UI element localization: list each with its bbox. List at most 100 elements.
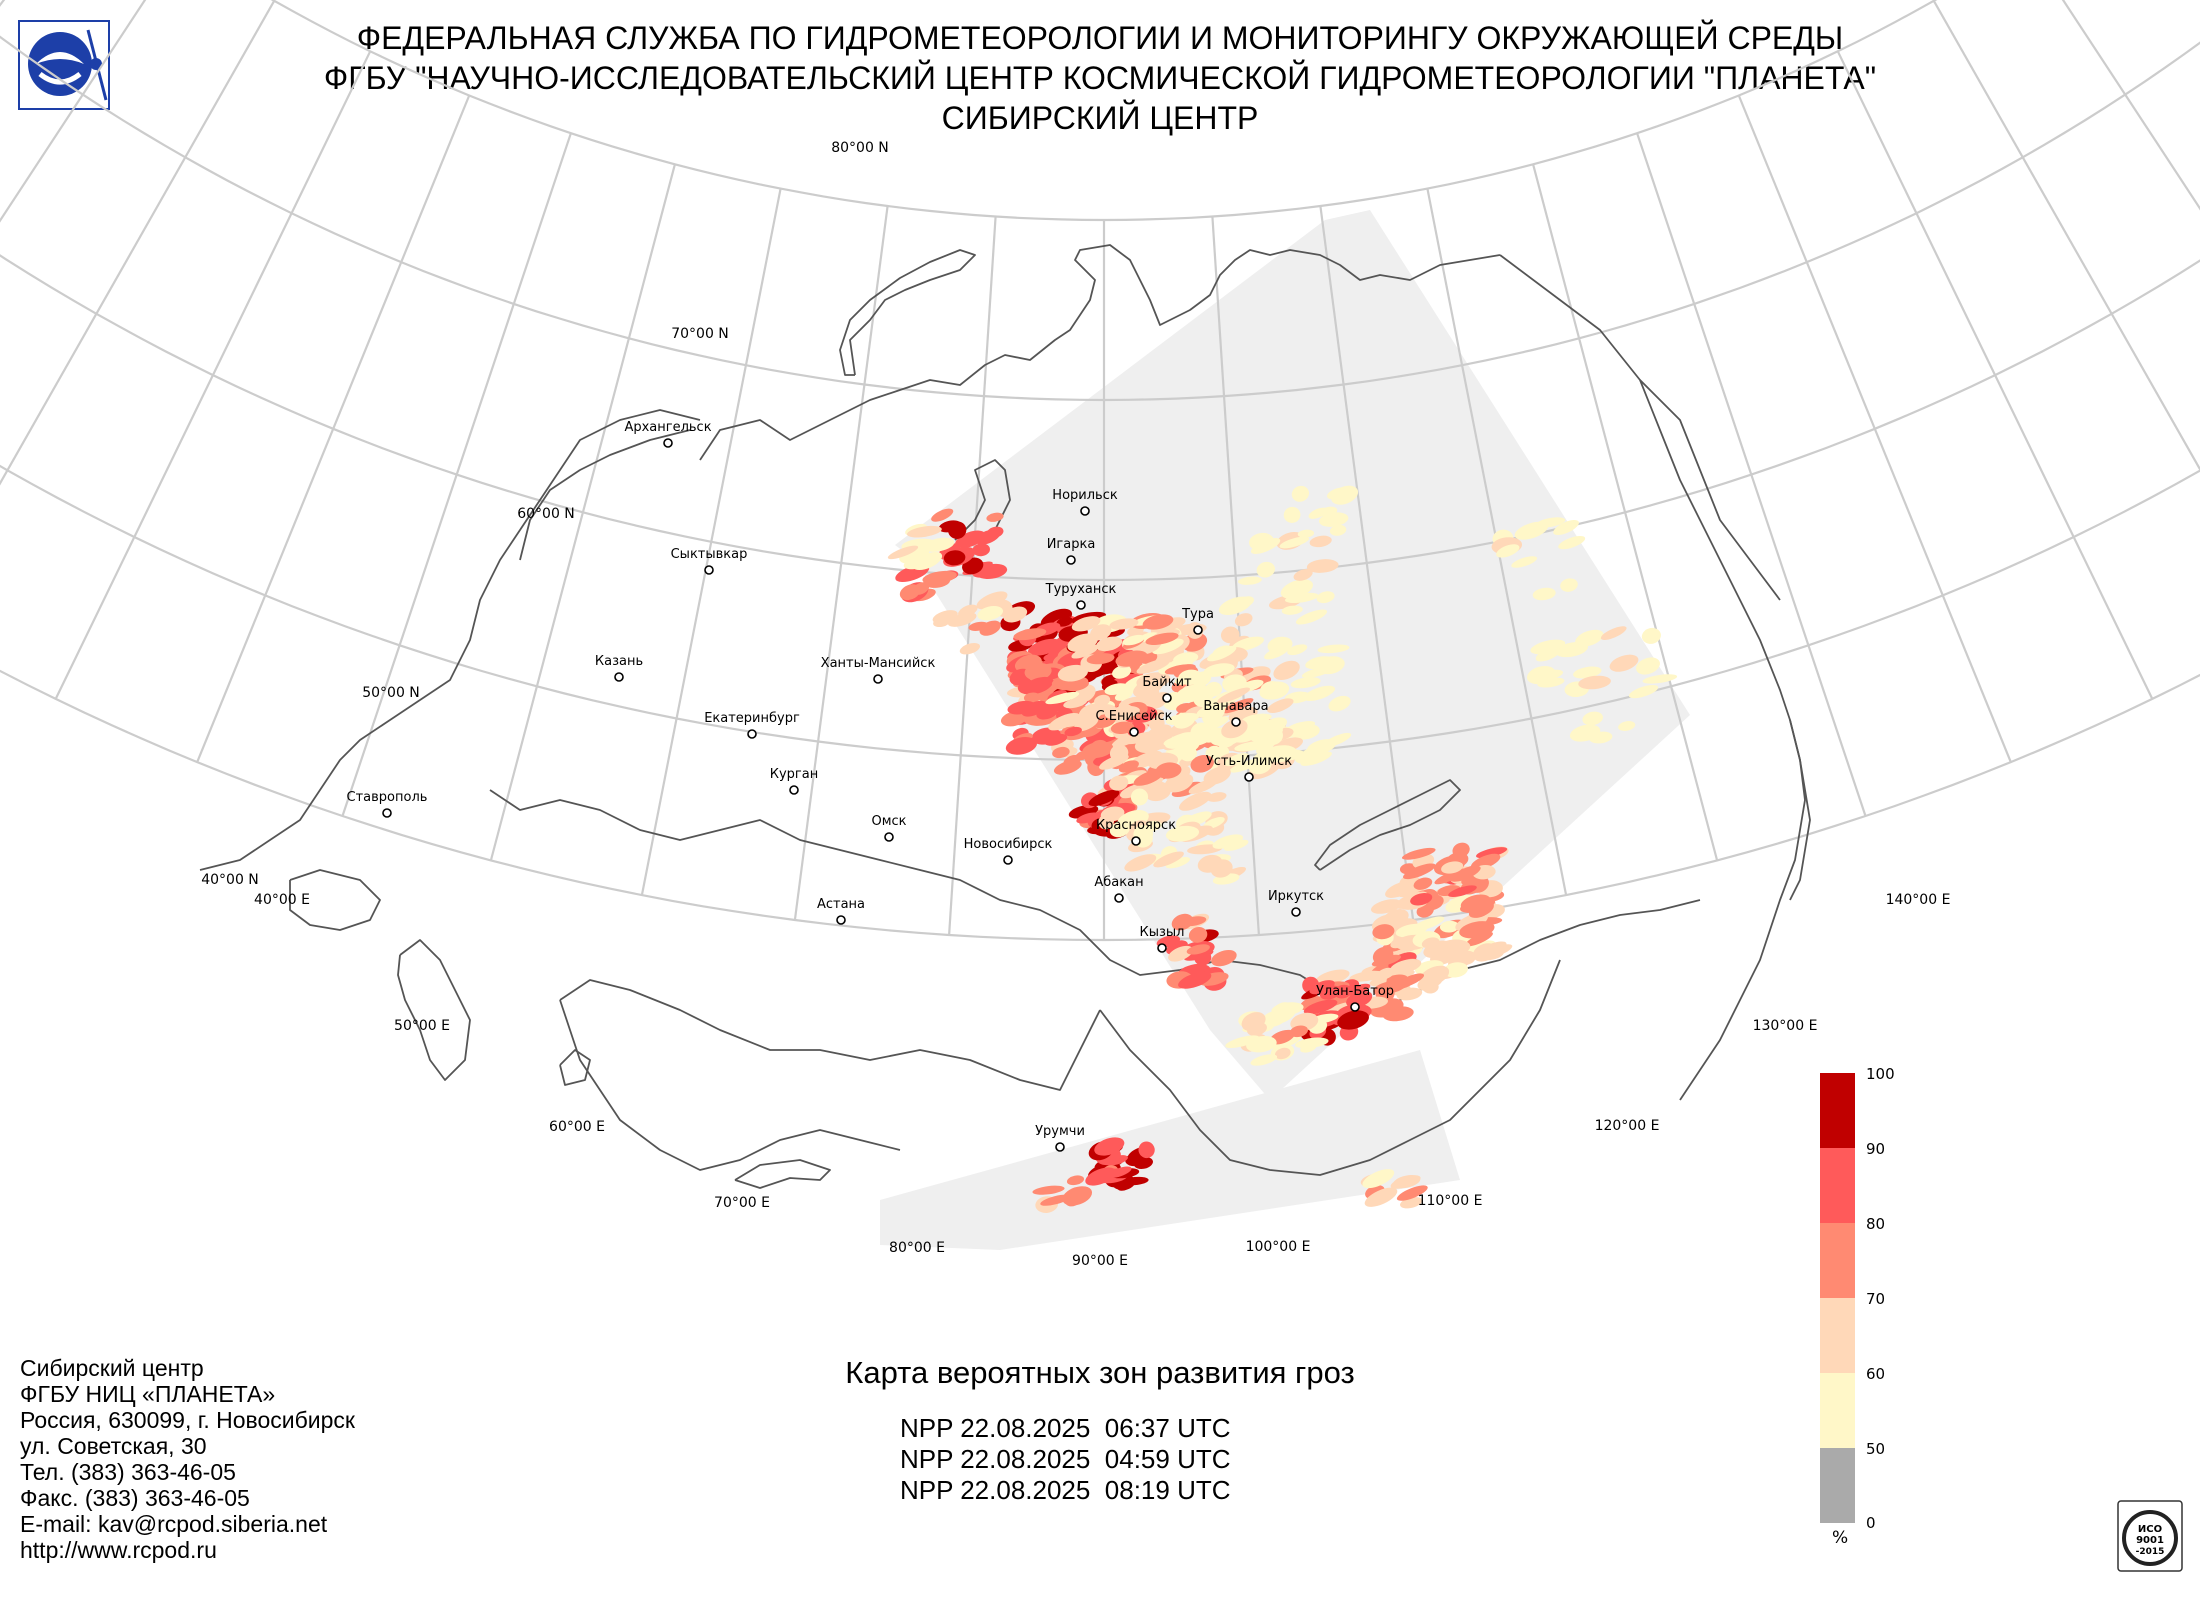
storm-cell [1088, 789, 1120, 807]
website-link[interactable]: http://www.rcpod.ru [20, 1537, 217, 1563]
storm-cell [1274, 1047, 1291, 1060]
meridian-120 [1737, 95, 2012, 763]
storm-cell [1396, 987, 1423, 1001]
storm-cell [1119, 784, 1146, 799]
storm-cell [1031, 727, 1061, 745]
storm-cell [1443, 962, 1469, 978]
coast-line-13 [559, 1049, 591, 1086]
pass-line: NPP 22.08.2025 06:37 UTC [900, 1413, 1231, 1443]
coast-line-1 [839, 249, 976, 376]
storm-cell [1040, 1194, 1071, 1206]
iso-text-2: 9001 [2136, 1535, 2164, 1546]
storm-cell [1186, 944, 1210, 955]
storm-cell [1390, 958, 1422, 974]
storm-cell [1145, 785, 1171, 802]
storm-cell [1222, 674, 1247, 693]
storm-cell [1231, 636, 1265, 652]
lat-label: 70°00 N [671, 326, 729, 342]
parallel-80 [270, 0, 1938, 222]
colorbar-tick: 70 [1866, 1290, 1886, 1308]
storm-cell [1095, 636, 1123, 652]
storm-cell [947, 612, 977, 627]
storm-cell [1203, 766, 1231, 785]
storm-cell [1600, 626, 1627, 640]
city-marker [1066, 555, 1076, 565]
city-label: Урумчи [1035, 1124, 1085, 1139]
storm-cell [1155, 762, 1182, 779]
storm-cell [1582, 711, 1603, 726]
storm-cell [1222, 698, 1254, 714]
header-line-1: ФЕДЕРАЛЬНАЯ СЛУЖБА ПО ГИДРОМЕТЕОРОЛОГИИ … [356, 20, 1844, 56]
coast-line-5 [397, 939, 471, 1081]
city-label: Иркутск [1268, 889, 1324, 904]
meridian-minor [0, 0, 147, 223]
storm-cell [1283, 506, 1301, 523]
storm-cell [1281, 605, 1303, 615]
city-label: Архангельск [624, 420, 711, 435]
city-marker [382, 808, 392, 818]
coast-line-7 [489, 789, 1701, 1011]
city-label: Екатеринбург [704, 711, 800, 726]
storm-cell [972, 543, 990, 557]
storm-cell [1636, 657, 1660, 675]
storm-cell [1329, 524, 1347, 536]
storm-cell [1578, 675, 1611, 690]
storm-cell [1382, 1006, 1414, 1022]
lon-label: 90°00 E [1072, 1253, 1128, 1269]
storm-cell [1053, 760, 1082, 775]
storm-cell [1028, 638, 1062, 656]
storm-cell [1560, 578, 1578, 592]
storm-cell [1138, 1141, 1155, 1159]
city-label: Улан-Батор [1316, 984, 1394, 999]
storm-cell [903, 555, 933, 570]
colorbar-segment [1820, 1448, 1855, 1523]
meridian-minor [1836, 50, 2154, 700]
storm-cell [1237, 576, 1262, 585]
storm-cell [1303, 685, 1336, 702]
city-marker [1244, 772, 1254, 782]
iso-text-3: -2015 [2136, 1547, 2165, 1557]
header-line-2: ФГБУ "НАУЧНО-ИССЛЕДОВАТЕЛЬСКИЙ ЦЕНТР КОС… [323, 60, 1877, 96]
storm-cell [1207, 792, 1227, 802]
swath-2 [880, 1050, 1460, 1250]
storm-cell [1511, 556, 1538, 568]
city-marker [1350, 1002, 1360, 1012]
city-label: Усть-Илимск [1206, 754, 1292, 769]
lon-label: 140°00 E [1886, 892, 1951, 908]
storm-cell [1460, 894, 1491, 911]
storm-cell [1402, 863, 1436, 880]
storm-cell [1419, 965, 1450, 987]
contact-line: Факс. (383) 363-46-05 [20, 1485, 250, 1511]
coast-line-6 [289, 869, 381, 931]
header: ФЕДЕРАЛЬНАЯ СЛУЖБА ПО ГИДРОМЕТЕОРОЛОГИИ … [0, 18, 2200, 138]
colorbar-tick: 60 [1866, 1365, 1886, 1383]
storm-cell [932, 610, 958, 624]
pass-line: NPP 22.08.2025 04:59 UTC [900, 1444, 1231, 1474]
storm-cell [1217, 687, 1251, 704]
storm-cell [1000, 711, 1028, 727]
storm-cell [1618, 721, 1636, 731]
contact-line: Тел. (383) 363-46-05 [20, 1459, 236, 1485]
storm-cell [1452, 842, 1470, 858]
storm-cell [1136, 678, 1163, 695]
coast-line-4 [1789, 719, 1811, 901]
city-label: Астана [817, 897, 865, 912]
meridian-minor [2061, 0, 2200, 211]
storm-cell [1558, 535, 1586, 550]
email-link[interactable]: E-mail: kav@rcpod.siberia.net [20, 1511, 328, 1537]
storm-cell [1221, 719, 1248, 739]
storm-cell [1628, 685, 1659, 699]
storm-cell [1090, 624, 1112, 641]
storm-cell [1153, 851, 1184, 868]
coast-line-12 [734, 1159, 831, 1189]
storm-cell [1241, 1012, 1266, 1032]
storm-cell [1098, 814, 1114, 830]
storm-cell [1196, 702, 1227, 718]
storm-cell [1173, 652, 1199, 665]
storm-cell [1188, 926, 1208, 943]
colorbar-tick: 100 [1866, 1065, 1895, 1083]
meridian-110 [1532, 164, 1719, 861]
storm-cell [1465, 931, 1493, 947]
city-marker [1131, 836, 1141, 846]
storm-cell [1104, 705, 1140, 720]
